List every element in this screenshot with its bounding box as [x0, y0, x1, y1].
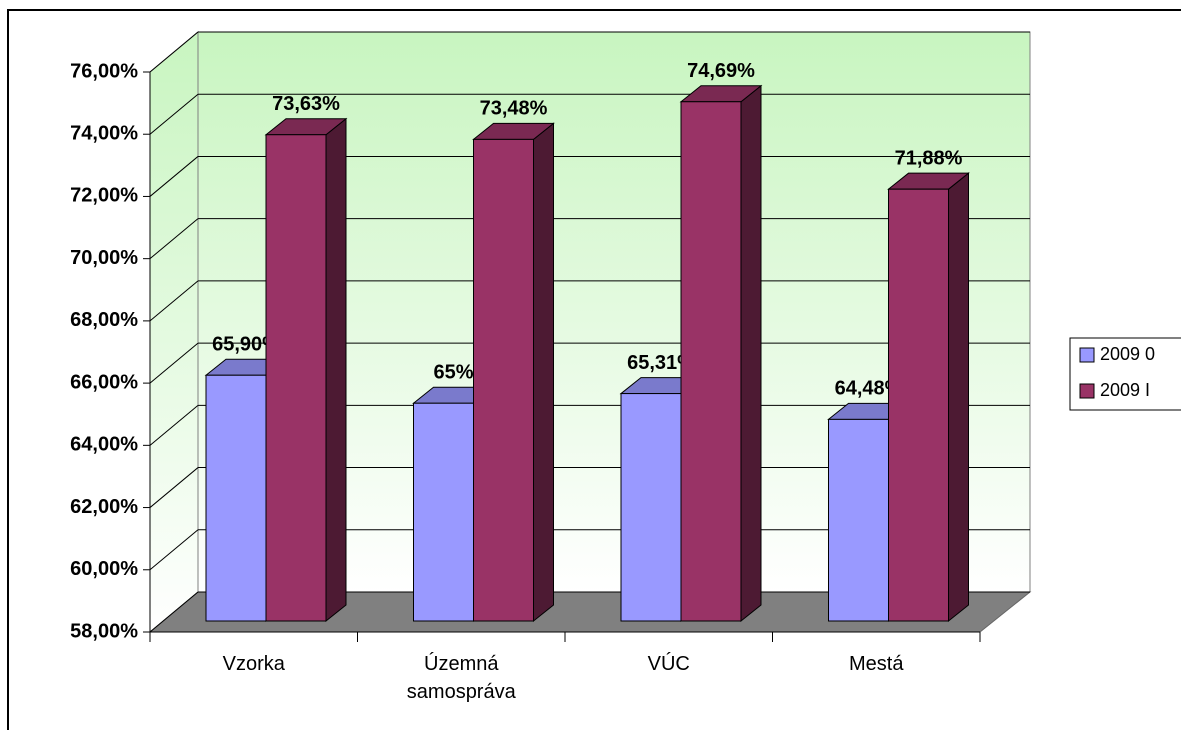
value-label: 65,31%: [627, 352, 695, 374]
side-wall: [149, 30, 199, 634]
y-tick-label: 70,00%: [70, 247, 138, 269]
value-label: 73,48%: [480, 98, 548, 120]
value-label: 74,69%: [687, 60, 755, 82]
grid-line: [149, 529, 199, 571]
x-tick-label: Mestá: [849, 653, 904, 675]
value-label: 65,90%: [212, 334, 280, 356]
bar-side: [948, 172, 969, 623]
bar: [888, 188, 949, 622]
bar: [680, 101, 742, 622]
y-tick-label: 74,00%: [70, 123, 138, 145]
grid-line: [149, 467, 199, 508]
bar-side: [740, 84, 762, 623]
bar-side: [325, 117, 347, 623]
legend-swatch: [1079, 383, 1095, 399]
legend-swatch: [1079, 347, 1095, 363]
x-tick-label: Územná samospráva: [406, 653, 516, 703]
value-label: 73,63%: [272, 93, 340, 115]
legend-label: 2009 0: [1100, 344, 1155, 364]
bar: [473, 138, 534, 622]
y-tick-label: 76,00%: [70, 60, 138, 82]
y-tick-label: 68,00%: [70, 309, 138, 331]
grid-line: [149, 404, 199, 446]
grid-line: [149, 218, 199, 260]
x-tick-label: VÚC: [647, 653, 690, 675]
grid-line: [149, 342, 199, 384]
y-tick-label: 64,00%: [70, 434, 138, 456]
legend-label: 2009 I: [1100, 380, 1150, 400]
y-tick-label: 62,00%: [70, 496, 138, 518]
bar: [620, 393, 682, 622]
bar: [413, 402, 474, 622]
value-label: 71,88%: [895, 147, 963, 169]
y-tick-label: 60,00%: [70, 558, 138, 580]
grid-line: [149, 93, 199, 135]
value-label: 64,48%: [835, 378, 903, 400]
bar: [828, 418, 889, 622]
grid-line: [149, 591, 199, 633]
y-tick-label: 58,00%: [70, 620, 138, 642]
value-label: 65%: [433, 362, 473, 384]
bar-side: [533, 122, 554, 623]
grid-line: [149, 280, 199, 322]
x-tick-label: Vzorka: [222, 653, 285, 675]
y-tick-label: 72,00%: [70, 185, 138, 207]
grid-line: [149, 156, 199, 197]
bar: [265, 134, 327, 622]
y-tick-label: 66,00%: [70, 371, 138, 393]
bar: [205, 374, 267, 622]
frame: [7, 9, 1181, 730]
grid-line: [149, 31, 199, 73]
